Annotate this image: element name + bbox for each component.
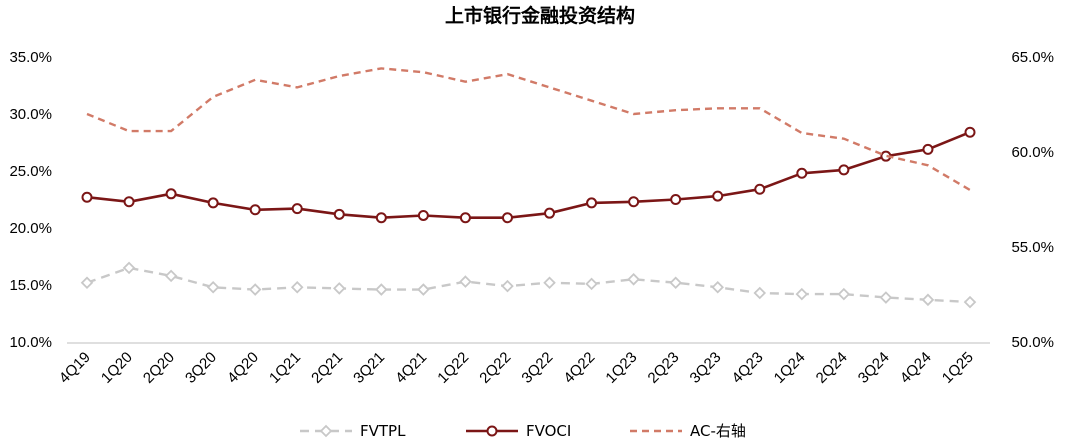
series-line <box>86 266 971 304</box>
legend-label: AC-右轴 <box>690 422 746 440</box>
data-point <box>501 279 514 293</box>
x-axis-tick-label: 1Q20 <box>98 349 136 387</box>
data-point <box>333 208 345 220</box>
legend-marker <box>319 424 333 438</box>
data-point <box>80 276 94 289</box>
x-axis-tick-label: 2Q24 <box>813 349 851 387</box>
legend-marker <box>486 425 498 437</box>
right-axis-tick-label: 50.0% <box>1011 334 1054 351</box>
data-point <box>669 276 682 289</box>
data-point <box>459 212 471 224</box>
right-axis-tick-label: 55.0% <box>1011 239 1054 256</box>
x-axis-tick-label: 4Q22 <box>560 349 598 387</box>
x-axis-tick-label: 1Q21 <box>266 349 304 387</box>
series-2 <box>81 126 976 224</box>
left-axis-tick-label: 35.0% <box>9 49 52 66</box>
x-axis-tick-label: 3Q21 <box>350 349 388 387</box>
data-point <box>291 203 303 215</box>
legend-item: FVOCI <box>466 422 571 440</box>
data-point <box>712 190 724 202</box>
right-axis-tick-label: 65.0% <box>1011 49 1054 66</box>
data-point <box>459 275 472 288</box>
legend-label: FVOCI <box>526 422 571 440</box>
x-axis-tick-label: 3Q23 <box>687 349 725 387</box>
data-point <box>501 212 513 224</box>
x-axis-tick-label: 4Q21 <box>392 349 430 387</box>
legend: FVTPL FVOCI AC-右轴 <box>300 422 746 440</box>
right-axis-tick-label: 60.0% <box>1011 144 1054 161</box>
x-axis-tick-label: 2Q22 <box>476 349 514 387</box>
x-axis-tick-label: 3Q22 <box>518 349 556 387</box>
data-point <box>628 196 640 208</box>
legend-item: AC-右轴 <box>630 422 746 440</box>
plot-series <box>80 67 977 309</box>
data-point <box>417 283 430 296</box>
data-point <box>543 276 556 289</box>
data-point <box>627 273 640 286</box>
left-axis-tick-label: 25.0% <box>9 163 52 180</box>
data-point <box>290 281 304 294</box>
x-axis-tick-label: 1Q24 <box>771 349 809 387</box>
x-axis-tick-label: 1Q25 <box>939 349 977 387</box>
data-point <box>838 164 850 176</box>
x-axis-tick-label: 3Q20 <box>182 349 220 387</box>
data-point <box>921 293 935 307</box>
data-point <box>207 197 219 209</box>
left-axis: 10.0% 15.0% 20.0% 25.0% 30.0% 35.0% <box>9 49 52 351</box>
data-point <box>922 143 934 155</box>
data-point <box>754 183 766 195</box>
data-point <box>795 287 809 301</box>
x-axis-tick-label: 1Q23 <box>602 349 640 387</box>
x-axis: 4Q19 1Q20 2Q20 3Q20 4Q20 1Q21 2Q21 3Q21 4Q21 1Q22… <box>56 342 990 387</box>
data-point <box>963 295 977 309</box>
data-point <box>206 281 220 294</box>
data-point <box>248 283 262 296</box>
left-axis-tick-label: 10.0% <box>9 334 52 351</box>
legend-item: FVTPL <box>300 422 406 440</box>
data-point <box>796 167 808 179</box>
x-axis-tick-label: 2Q21 <box>308 349 346 387</box>
x-axis-tick-label: 4Q24 <box>897 349 935 387</box>
data-point <box>544 207 556 219</box>
x-axis-tick-label: 2Q23 <box>645 349 683 387</box>
data-point <box>123 196 135 208</box>
x-axis-tick-label: 3Q24 <box>855 349 893 387</box>
series-line <box>86 67 971 192</box>
data-point <box>333 282 346 295</box>
data-point <box>164 269 178 283</box>
data-point <box>586 197 598 209</box>
series-3 <box>86 67 971 192</box>
data-point <box>249 204 261 216</box>
x-axis-tick-label: 1Q22 <box>434 349 472 387</box>
legend-label: FVTPL <box>360 422 406 440</box>
chart-title: 上市银行金融投资结构 <box>445 4 635 27</box>
data-point <box>964 126 976 138</box>
data-point <box>711 281 724 294</box>
data-point <box>375 212 387 224</box>
data-point <box>879 291 893 304</box>
series-1 <box>80 261 977 309</box>
data-point <box>81 191 93 203</box>
data-point <box>585 277 598 291</box>
right-axis: 50.0% 55.0% 60.0% 65.0% <box>1011 49 1054 351</box>
data-point <box>753 286 767 300</box>
left-axis-tick-label: 15.0% <box>9 277 52 294</box>
left-axis-tick-label: 20.0% <box>9 220 52 237</box>
left-axis-tick-label: 30.0% <box>9 106 52 123</box>
x-axis-tick-label: 4Q23 <box>729 349 767 387</box>
x-axis-tick-label: 2Q20 <box>140 349 178 387</box>
data-point <box>165 188 177 200</box>
data-point <box>375 283 388 296</box>
data-point <box>122 261 136 275</box>
x-axis-tick-label: 4Q20 <box>224 349 262 387</box>
data-point <box>417 209 429 221</box>
data-point <box>837 287 851 301</box>
series-line <box>86 130 971 219</box>
x-axis-tick-label: 4Q19 <box>56 349 94 387</box>
data-point <box>670 194 682 205</box>
